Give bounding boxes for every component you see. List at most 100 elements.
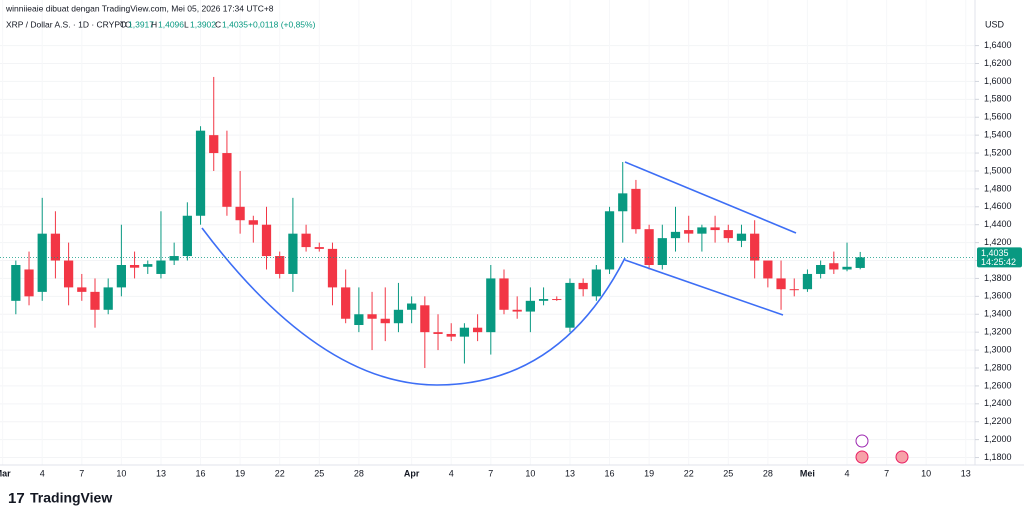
candle-body xyxy=(855,257,865,268)
cup-curve xyxy=(201,227,626,386)
y-tick-label: 1,6000 xyxy=(984,76,1012,86)
y-tick-label: 1,2600 xyxy=(984,380,1012,390)
x-tick-label: 28 xyxy=(354,468,364,478)
candle-body xyxy=(235,206,245,221)
candle-body xyxy=(24,269,34,297)
x-tick-label: 22 xyxy=(684,468,694,478)
x-tick-label: 19 xyxy=(235,468,245,478)
candle-body xyxy=(697,227,707,234)
candle-body xyxy=(380,318,390,324)
c-label: C xyxy=(215,19,221,29)
x-tick-label: 16 xyxy=(196,468,206,478)
candle-body xyxy=(644,229,654,266)
x-tick-label: 10 xyxy=(116,468,126,478)
l-label: L xyxy=(184,19,189,29)
x-tick-label: 4 xyxy=(449,468,454,478)
candle-body xyxy=(143,264,153,267)
candle-body xyxy=(169,256,179,261)
candle-body xyxy=(776,278,786,290)
candle-body xyxy=(37,233,47,292)
candle-body xyxy=(631,188,641,230)
candle-body xyxy=(816,265,826,274)
brand: TradingView xyxy=(30,490,112,506)
candle-body xyxy=(103,287,113,310)
y-tick-label: 1,3400 xyxy=(984,309,1012,319)
x-tick-label: 19 xyxy=(644,468,654,478)
o-value: 1,3917 xyxy=(128,19,154,29)
pattern-drawings xyxy=(201,161,797,386)
x-tick-label: 4 xyxy=(845,468,850,478)
event-icon xyxy=(855,450,869,464)
logo-mark: 17 xyxy=(8,490,25,507)
x-tick-label: 4 xyxy=(40,468,45,478)
candle-body xyxy=(90,291,100,310)
candle-body xyxy=(195,130,206,216)
x-tick-label: 13 xyxy=(565,468,575,478)
candle-body xyxy=(11,265,21,301)
candle-body xyxy=(77,287,87,292)
x-tick-label: Mei xyxy=(800,468,815,478)
candle-body xyxy=(407,303,417,310)
price-badge-countdown: 14:25:42 xyxy=(981,257,1016,267)
flag-upper xyxy=(624,161,797,234)
candle-body xyxy=(538,299,549,301)
candle-body xyxy=(512,309,522,312)
candle-body xyxy=(446,333,456,337)
h-label: H xyxy=(151,19,157,29)
candle-body xyxy=(486,278,496,333)
candle-body xyxy=(710,227,720,231)
candle-body xyxy=(763,260,773,279)
x-tick-label: 13 xyxy=(961,468,971,478)
candle-body xyxy=(275,256,285,274)
price-badge xyxy=(977,247,1022,268)
candle-body xyxy=(433,332,443,334)
x-tick-label: 16 xyxy=(605,468,615,478)
y-tick-label: 1,3200 xyxy=(984,327,1012,337)
x-tick-label: 10 xyxy=(921,468,931,478)
y-tick-label: 1,2800 xyxy=(984,362,1012,372)
y-tick-label: 1,5000 xyxy=(984,165,1012,175)
c-value: 1,4035 xyxy=(222,19,248,29)
h-value: 1,4096 xyxy=(158,19,184,29)
candle-body xyxy=(248,220,258,225)
candle-body xyxy=(50,233,61,261)
candle-body xyxy=(723,230,733,239)
y-tick-label: 1,5800 xyxy=(984,94,1012,104)
x-tick-label: 25 xyxy=(723,468,733,478)
candles xyxy=(11,76,865,368)
change: +0,0118 (+0,85%) xyxy=(248,19,316,29)
candle-body xyxy=(116,265,126,288)
candle-body xyxy=(63,260,74,288)
candle-body xyxy=(618,193,628,212)
x-tick-label: 10 xyxy=(525,468,535,478)
candle-body xyxy=(354,314,364,326)
x-tick-label: Mar xyxy=(0,468,11,478)
candle-body xyxy=(578,282,588,290)
candle-body xyxy=(670,231,681,239)
candle-body xyxy=(789,289,799,291)
y-tick-label: 1,6400 xyxy=(984,40,1012,50)
o-label: O xyxy=(120,19,127,29)
candle-body xyxy=(341,287,351,319)
candle-body xyxy=(499,278,509,310)
candle-body xyxy=(604,211,615,270)
candle-body xyxy=(736,233,747,241)
x-tick-label: 7 xyxy=(488,468,493,478)
attribution: winniieaie dibuat dengan TradingView.com… xyxy=(5,3,274,13)
candle-body xyxy=(802,273,813,290)
candle-body xyxy=(222,153,232,207)
candle-body xyxy=(420,305,430,333)
price-badge-value: 1,4035 xyxy=(981,248,1009,258)
x-tick-label: 13 xyxy=(156,468,166,478)
x-tick-label: 25 xyxy=(314,468,324,478)
x-tick-label: 7 xyxy=(79,468,84,478)
l-value: 1,3902 xyxy=(190,19,216,29)
candle-body xyxy=(552,299,562,301)
y-tick-label: 1,2200 xyxy=(984,416,1012,426)
y-tick-label: 1,4400 xyxy=(984,219,1012,229)
candle-body xyxy=(314,247,324,249)
candle-body xyxy=(261,224,272,257)
candle-body xyxy=(842,266,852,270)
y-tick-label: 1,6200 xyxy=(984,58,1012,68)
